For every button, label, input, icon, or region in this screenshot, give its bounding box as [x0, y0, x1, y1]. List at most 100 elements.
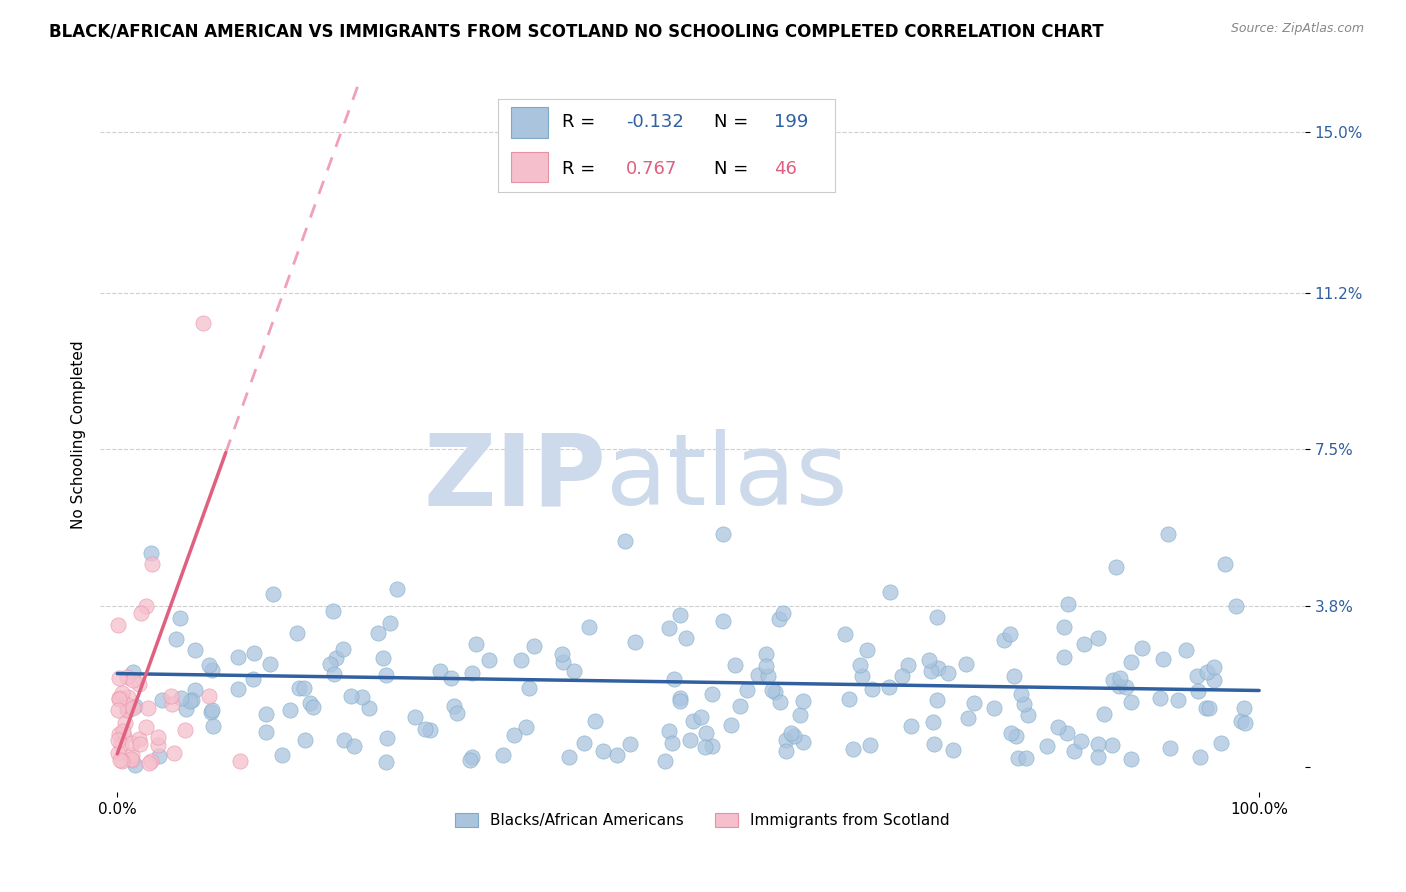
Blacks/African Americans	[1121, 655, 1143, 669]
Blacks/African Americans	[792, 735, 814, 749]
Immigrants from Scotland	[120, 752, 142, 766]
Blacks/African Americans	[780, 725, 803, 739]
Blacks/African Americans	[921, 665, 943, 679]
Blacks/African Americans	[956, 710, 979, 724]
Blacks/African Americans	[148, 749, 170, 764]
Blacks/African Americans	[877, 680, 900, 694]
Blacks/African Americans	[1109, 672, 1132, 686]
Blacks/African Americans	[679, 733, 702, 747]
Blacks/African Americans	[367, 625, 389, 640]
Blacks/African Americans	[735, 682, 758, 697]
Blacks/African Americans	[1070, 734, 1092, 748]
Blacks/African Americans	[993, 633, 1015, 648]
Blacks/African Americans	[461, 750, 484, 764]
Blacks/African Americans	[769, 695, 792, 709]
Blacks/African Americans	[1149, 690, 1171, 705]
Blacks/African Americans	[838, 692, 860, 706]
Blacks/African Americans	[775, 743, 797, 757]
Blacks/African Americans	[375, 731, 398, 746]
Blacks/African Americans	[124, 698, 146, 713]
Blacks/African Americans	[169, 610, 191, 624]
Blacks/African Americans	[747, 667, 769, 681]
Blacks/African Americans	[1000, 726, 1022, 740]
Blacks/African Americans	[606, 748, 628, 763]
Blacks/African Americans	[661, 736, 683, 750]
Blacks/African Americans	[323, 667, 346, 681]
Blacks/African Americans	[1167, 692, 1189, 706]
Blacks/African Americans	[1073, 637, 1095, 651]
Immigrants from Scotland	[129, 737, 152, 751]
Blacks/African Americans	[1159, 740, 1181, 755]
Blacks/African Americans	[502, 728, 524, 742]
Blacks/African Americans	[1015, 751, 1038, 765]
Blacks/African Americans	[789, 707, 811, 722]
Blacks/African Americans	[1121, 752, 1143, 766]
Immigrants from Scotland	[160, 689, 183, 703]
Blacks/African Americans	[343, 739, 366, 753]
Blacks/African Americans	[1010, 687, 1032, 701]
Blacks/African Americans	[1174, 643, 1197, 657]
Blacks/African Americans	[955, 657, 977, 671]
Blacks/African Americans	[374, 668, 396, 682]
Blacks/African Americans	[357, 701, 380, 715]
Blacks/African Americans	[983, 701, 1005, 715]
Blacks/African Americans	[429, 664, 451, 678]
Blacks/African Americans	[724, 658, 747, 673]
Text: atlas: atlas	[606, 429, 848, 526]
Blacks/African Americans	[1234, 715, 1257, 730]
Immigrants from Scotland	[108, 727, 131, 741]
Immigrants from Scotland	[108, 671, 131, 685]
Immigrants from Scotland	[136, 701, 159, 715]
Blacks/African Americans	[624, 635, 647, 649]
Blacks/African Americans	[695, 726, 717, 740]
Blacks/African Americans	[285, 625, 308, 640]
Legend: Blacks/African Americans, Immigrants from Scotland: Blacks/African Americans, Immigrants fro…	[450, 806, 956, 834]
Blacks/African Americans	[669, 691, 692, 706]
Immigrants from Scotland	[107, 618, 129, 632]
Immigrants from Scotland	[111, 685, 134, 699]
Immigrants from Scotland	[111, 754, 134, 768]
Blacks/African Americans	[458, 753, 481, 767]
Immigrants from Scotland	[114, 715, 136, 730]
Blacks/African Americans	[294, 733, 316, 747]
Blacks/African Americans	[755, 647, 778, 661]
Blacks/African Americans	[900, 719, 922, 733]
Blacks/African Americans	[927, 693, 949, 707]
Blacks/African Americans	[834, 627, 856, 641]
Blacks/African Americans	[1105, 560, 1128, 574]
Blacks/African Americans	[200, 705, 222, 719]
Immigrants from Scotland	[112, 729, 135, 743]
Blacks/African Americans	[259, 657, 281, 671]
Blacks/African Americans	[254, 724, 277, 739]
Blacks/African Americans	[262, 587, 284, 601]
Blacks/African Americans	[492, 748, 515, 763]
Blacks/African Americans	[325, 651, 347, 665]
Blacks/African Americans	[1202, 660, 1225, 674]
Blacks/African Americans	[165, 632, 187, 646]
Blacks/African Americans	[301, 699, 323, 714]
Blacks/African Americans	[1195, 665, 1218, 680]
Blacks/African Americans	[517, 681, 540, 695]
Immigrants from Scotland	[110, 753, 132, 767]
Blacks/African Americans	[700, 687, 723, 701]
Immigrants from Scotland	[108, 691, 131, 706]
Blacks/African Americans	[619, 737, 641, 751]
Blacks/African Americans	[851, 669, 873, 683]
Blacks/African Americans	[1115, 680, 1137, 694]
Blacks/African Americans	[515, 720, 537, 734]
Blacks/African Americans	[1057, 597, 1080, 611]
Blacks/African Americans	[1007, 751, 1029, 765]
Immigrants from Scotland	[107, 703, 129, 717]
Immigrants from Scotland	[121, 736, 143, 750]
Blacks/African Americans	[583, 714, 606, 728]
Blacks/African Americans	[150, 692, 173, 706]
Blacks/African Americans	[201, 663, 224, 677]
Blacks/African Americans	[139, 546, 162, 560]
Blacks/African Americans	[1233, 701, 1256, 715]
Immigrants from Scotland	[229, 754, 252, 768]
Blacks/African Americans	[662, 672, 685, 686]
Blacks/African Americans	[404, 710, 426, 724]
Blacks/African Americans	[922, 715, 945, 730]
Blacks/African Americans	[1056, 726, 1078, 740]
Blacks/African Americans	[783, 729, 806, 743]
